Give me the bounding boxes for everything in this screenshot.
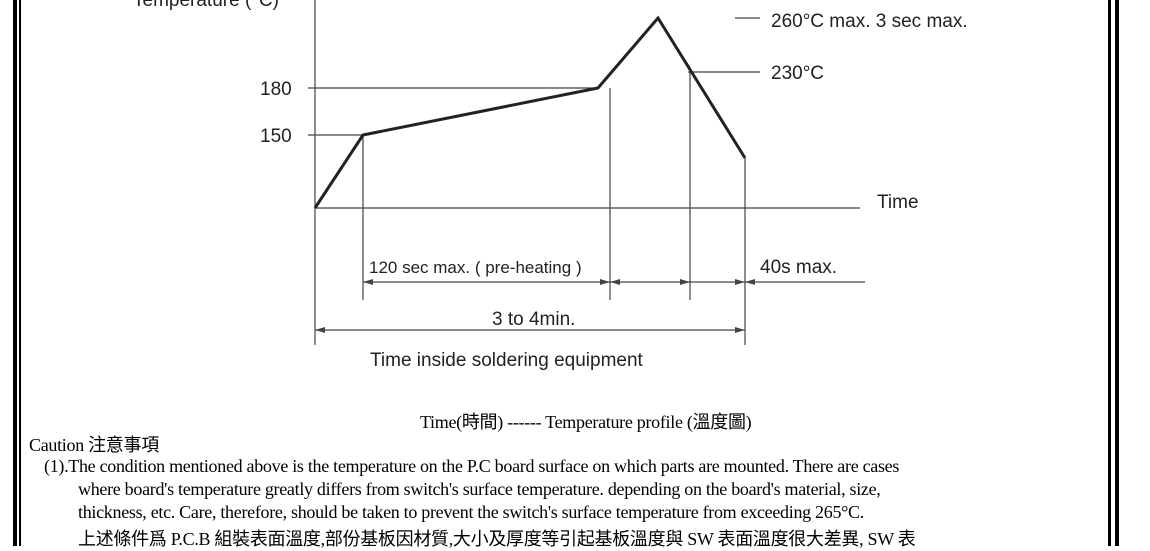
label-40s: 40s max. — [760, 257, 837, 278]
total-time-label: 3 to 4min. — [492, 309, 575, 330]
tick-150: 150 — [260, 126, 292, 147]
caution-heading: Caution 注意事項 — [29, 435, 159, 455]
y-axis-label: Temperature (°C) — [133, 0, 279, 11]
caution-line: thickness, etc. Care, therefore, should … — [78, 502, 864, 522]
arrowheads — [315, 279, 755, 333]
temperature-profile-diagram: Temperature (°C) 180 150 Time 260°C max.… — [133, 0, 968, 371]
page-border-right-outer — [1115, 0, 1119, 546]
preheat-label: 120 sec max. ( pre-heating ) — [369, 258, 582, 277]
temperature-curve — [313, 15, 747, 209]
label-230: 230°C — [771, 63, 824, 84]
peak-label: 260°C max. 3 sec max. — [771, 11, 968, 32]
caution-line: 上述條件爲 P.C.B 組裝表面溫度,部份基板因材質,大小及厚度等引起基板溫度與… — [78, 529, 916, 549]
caution-line: where board's temperature greatly differ… — [78, 479, 881, 499]
x-axis-label: Time — [877, 192, 919, 213]
figure-caption: Time(時間) ------ Temperature profile (溫度圖… — [420, 412, 752, 432]
inside-time-label: Time inside soldering equipment — [370, 350, 644, 371]
page-border-left-outer — [13, 0, 17, 546]
page-border-left-inner — [19, 0, 21, 546]
tick-180: 180 — [260, 79, 292, 100]
page-border-right-inner — [1108, 0, 1111, 546]
caution-line: (1).The condition mentioned above is the… — [44, 456, 900, 476]
